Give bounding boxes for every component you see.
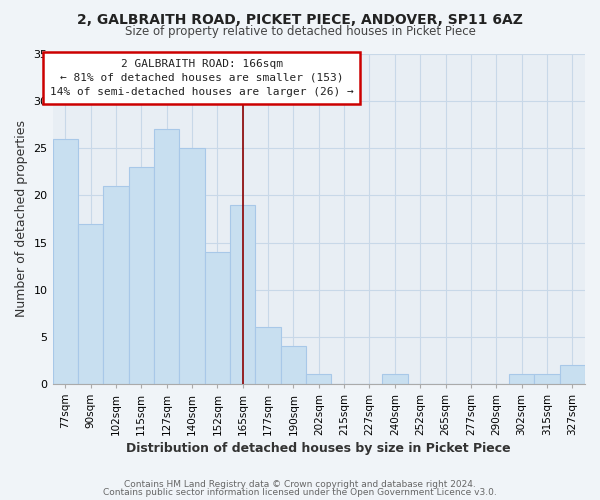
Text: 2 GALBRAITH ROAD: 166sqm
← 81% of detached houses are smaller (153)
14% of semi-: 2 GALBRAITH ROAD: 166sqm ← 81% of detach… [50,59,353,97]
Text: Contains public sector information licensed under the Open Government Licence v3: Contains public sector information licen… [103,488,497,497]
Text: 2, GALBRAITH ROAD, PICKET PIECE, ANDOVER, SP11 6AZ: 2, GALBRAITH ROAD, PICKET PIECE, ANDOVER… [77,12,523,26]
Text: Size of property relative to detached houses in Picket Piece: Size of property relative to detached ho… [125,25,475,38]
X-axis label: Distribution of detached houses by size in Picket Piece: Distribution of detached houses by size … [127,442,511,455]
Bar [128,167,154,384]
Bar [560,365,585,384]
Bar [281,346,306,384]
Bar [154,130,179,384]
Bar [509,374,534,384]
Bar [179,148,205,384]
Bar [103,186,128,384]
Bar [205,252,230,384]
Text: Contains HM Land Registry data © Crown copyright and database right 2024.: Contains HM Land Registry data © Crown c… [124,480,476,489]
Bar [53,139,78,384]
Bar [306,374,331,384]
Bar [230,205,256,384]
Bar [534,374,560,384]
Bar [256,328,281,384]
Y-axis label: Number of detached properties: Number of detached properties [15,120,28,318]
Bar [382,374,407,384]
Bar [78,224,103,384]
